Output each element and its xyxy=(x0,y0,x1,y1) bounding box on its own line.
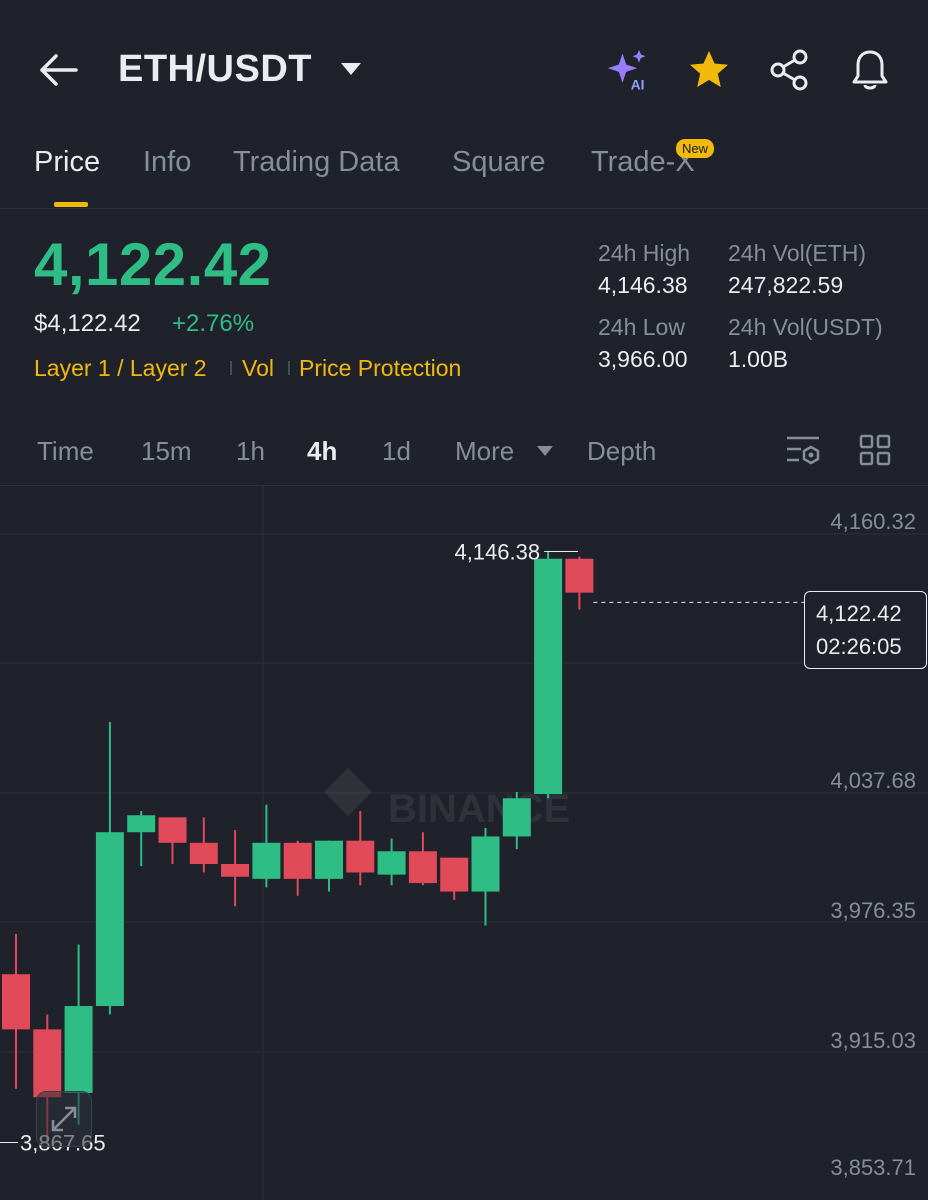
active-tab-indicator xyxy=(54,202,88,207)
tab-trading-data[interactable]: Trading Data xyxy=(233,146,400,178)
candle-body xyxy=(221,864,250,877)
current-price-tag xyxy=(804,591,927,669)
high-price-annotation: 4,146.38 xyxy=(454,540,540,565)
ai-badge: AI xyxy=(631,77,645,92)
more-caret-down-icon[interactable] xyxy=(537,446,553,456)
candle-body xyxy=(2,974,30,1030)
candle-countdown: 02:26:05 xyxy=(816,634,902,659)
y-axis-tick-label: 3,853.71 xyxy=(830,1155,916,1180)
chart-gridlines xyxy=(0,486,928,1200)
interval-4h[interactable]: 4h xyxy=(307,436,338,466)
tag-price-protection[interactable]: Price Protection xyxy=(299,355,462,381)
tab-square[interactable]: Square xyxy=(452,146,546,178)
candle-body xyxy=(534,558,563,795)
y-axis-tick-label: 4,160.32 xyxy=(830,509,916,534)
expand-chart-icon[interactable] xyxy=(36,1091,92,1147)
stat-high-label: 24h High xyxy=(598,240,691,266)
tag-layer[interactable]: Layer 1 / Layer 2 xyxy=(34,355,207,381)
binance-watermark: BINANCE xyxy=(324,768,570,831)
stat-low-label: 24h Low xyxy=(598,314,685,340)
candle-body xyxy=(33,1029,62,1098)
tabs-divider xyxy=(0,208,928,209)
price-change-percent: +2.76% xyxy=(172,310,255,337)
candle-body xyxy=(95,832,124,1007)
candle-body xyxy=(346,840,375,873)
y-axis-tick-label: 4,037.68 xyxy=(830,768,916,793)
stat-high-value: 4,146.38 xyxy=(598,272,688,298)
stat-vol-usdt-label: 24h Vol(USDT) xyxy=(728,314,883,340)
caret-down-icon[interactable] xyxy=(340,62,362,76)
pair-title[interactable]: ETH/USDT xyxy=(118,48,312,90)
interval-15m[interactable]: 15m xyxy=(141,436,192,466)
y-axis-tick-label: 3,915.03 xyxy=(830,1028,916,1053)
candle-body xyxy=(64,1006,93,1093)
interval-divider xyxy=(0,485,928,486)
interval-1d[interactable]: 1d xyxy=(382,436,411,466)
candlestick-chart[interactable]: BINANCE 4,146.383,867.65 4,160.324,037.6… xyxy=(0,486,928,1200)
indicator-settings-icon[interactable] xyxy=(785,434,823,470)
layout-grid-icon[interactable] xyxy=(859,434,891,466)
y-axis-tick-label: 3,976.35 xyxy=(830,898,916,923)
share-icon[interactable] xyxy=(768,48,812,92)
stat-vol-usdt-value: 1.00B xyxy=(728,346,789,372)
candle-body xyxy=(408,851,437,884)
candle-body xyxy=(158,817,187,843)
interval-1h[interactable]: 1h xyxy=(236,436,265,466)
stat-low-value: 3,966.00 xyxy=(598,346,688,372)
interval-more[interactable]: More xyxy=(455,436,515,466)
candle-body xyxy=(127,815,156,833)
new-badge: New xyxy=(676,139,715,158)
candle-body xyxy=(283,842,312,879)
usd-price: $4,122.42 xyxy=(34,310,141,337)
tag-separator xyxy=(230,361,232,375)
last-price: 4,122.42 xyxy=(34,231,272,298)
candle-body xyxy=(315,840,343,879)
candle-body xyxy=(189,842,218,865)
bell-icon[interactable] xyxy=(848,48,892,92)
candle-body xyxy=(502,798,531,837)
ai-sparkle-icon[interactable]: AI xyxy=(606,48,650,92)
tab-info[interactable]: Info xyxy=(143,146,192,178)
candle-body xyxy=(440,857,469,892)
stat-vol-eth-label: 24h Vol(ETH) xyxy=(728,240,867,266)
interval-depth[interactable]: Depth xyxy=(587,436,657,466)
candle-body xyxy=(471,836,500,892)
tag-separator xyxy=(288,361,290,375)
back-arrow-icon[interactable] xyxy=(36,50,80,90)
candle-body xyxy=(252,842,281,879)
stat-vol-eth-value: 247,822.59 xyxy=(728,272,844,298)
star-icon[interactable] xyxy=(687,48,731,92)
tag-vol[interactable]: Vol xyxy=(242,355,274,381)
interval-time[interactable]: Time xyxy=(37,436,94,466)
tab-price[interactable]: Price xyxy=(34,146,101,178)
candle-body xyxy=(565,558,594,593)
current-price-label: 4,122.42 xyxy=(816,601,902,626)
candle-body xyxy=(377,851,406,875)
watermark-text: BINANCE xyxy=(388,787,570,831)
